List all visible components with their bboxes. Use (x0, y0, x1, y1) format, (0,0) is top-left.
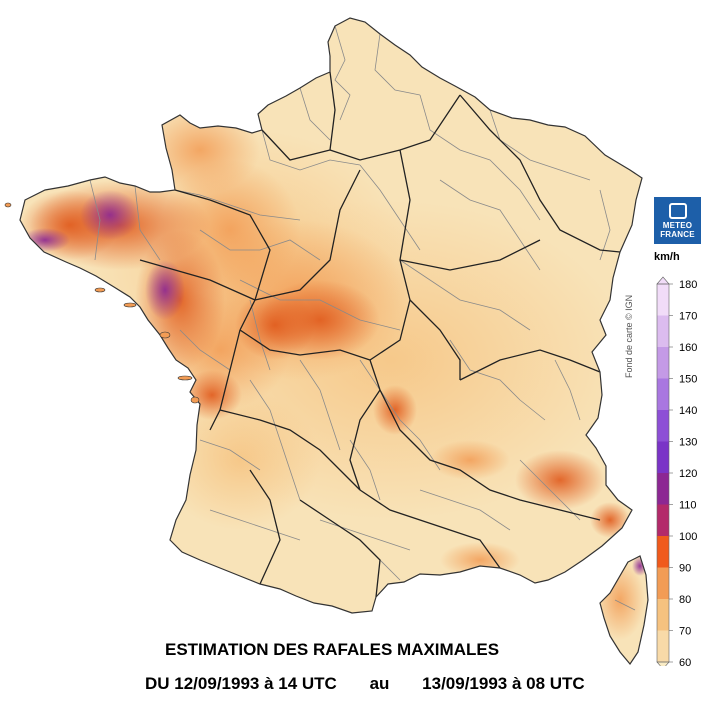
logo-line2: FRANCE (660, 230, 695, 239)
legend-swatch (657, 599, 669, 631)
date-to: 13/09/1993 à 08 UTC (422, 674, 585, 693)
legend-swatch (657, 473, 669, 505)
legend-label: 130 (679, 437, 697, 449)
legend-label: 90 (679, 563, 691, 575)
legend-label: 170 (679, 311, 697, 323)
legend-swatch (657, 284, 669, 316)
legend-swatch (657, 567, 669, 599)
color-legend: 180 170 160 150 140 130 120 110 100 90 80 70 60 (656, 276, 697, 666)
legend-swatch (657, 441, 669, 473)
date-separator: au (369, 674, 390, 693)
legend-swatch (657, 315, 669, 347)
legend-swatch (657, 378, 669, 410)
legend-label: 110 (679, 500, 697, 512)
date-from: DU 12/09/1993 à 14 UTC (145, 674, 337, 693)
legend-max-triangle (656, 276, 670, 285)
legend-label: 80 (679, 594, 691, 606)
legend-swatch (657, 536, 669, 568)
meteo-france-mark-icon (668, 203, 687, 219)
meteo-france-logo: METEO FRANCE (654, 197, 701, 244)
legend-unit: km/h (654, 251, 680, 263)
legend-label: 120 (679, 468, 697, 480)
legend-label: 180 (679, 279, 697, 291)
legend-label: 100 (679, 531, 697, 543)
map-title: ESTIMATION DES RAFALES MAXIMALES (165, 640, 500, 659)
legend-label: 140 (679, 405, 697, 417)
legend-swatch (657, 410, 669, 442)
legend-min-triangle (656, 661, 670, 666)
legend-swatch (657, 347, 669, 379)
legend-label: 150 (679, 374, 697, 386)
legend-swatch (657, 504, 669, 536)
logo-line1: METEO (662, 221, 693, 230)
legend-label: 70 (679, 626, 691, 638)
map-credit: Fond de carte © IGN (624, 294, 634, 378)
map-subtitle: DU 12/09/1993 à 14 UTC au 13/09/1993 à 0… (145, 674, 685, 694)
legend-label: 160 (679, 342, 697, 354)
legend-label: 60 (679, 657, 691, 666)
legend-swatch (657, 630, 669, 662)
